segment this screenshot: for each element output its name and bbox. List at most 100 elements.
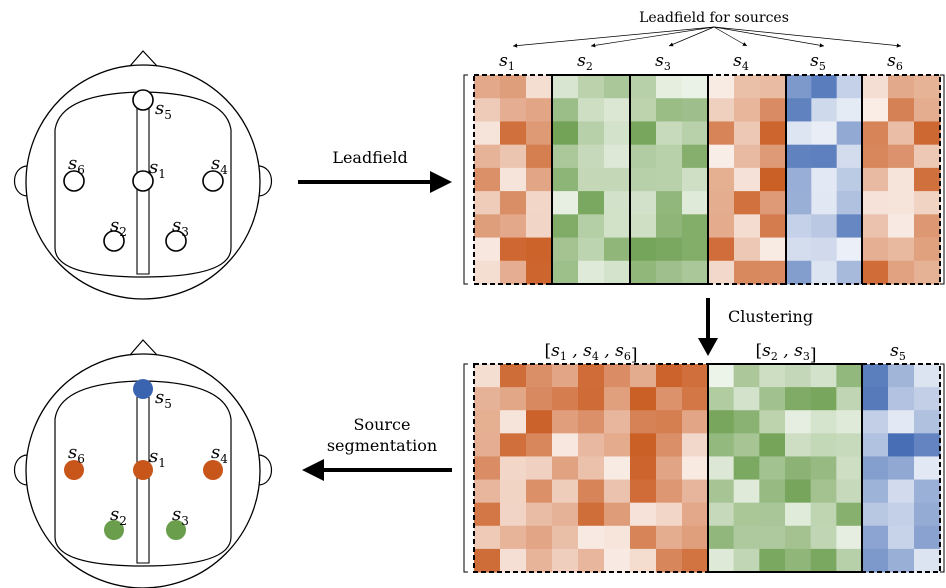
- electrode-s2: [104, 520, 124, 540]
- matrix-cell: [552, 144, 579, 169]
- matrix-cell: [500, 237, 527, 262]
- matrix-cell: [836, 260, 863, 285]
- matrix-cell: [914, 237, 941, 262]
- matrix-cell: [760, 260, 787, 285]
- matrix-cell: [578, 191, 605, 215]
- matrix-cell: [708, 387, 735, 411]
- matrix-cell: [836, 214, 863, 239]
- matrix-cell: [888, 191, 915, 215]
- matrix-cell: [500, 121, 527, 146]
- matrix-cell: [888, 167, 915, 192]
- matrix-cell: [526, 548, 553, 573]
- matrix-cell: [474, 502, 501, 527]
- matrix-cell: [811, 144, 838, 169]
- matrix-cell: [552, 364, 579, 388]
- matrix-cell: [785, 410, 812, 434]
- matrix-cell: [526, 144, 553, 169]
- matrix-cell: [500, 479, 527, 504]
- electrode-s6: [63, 170, 85, 192]
- matrix-cell: [914, 548, 941, 573]
- matrix-cell: [656, 479, 683, 504]
- matrix-cell: [526, 121, 553, 146]
- matrix-cell: [734, 144, 761, 169]
- clustered-leadfield-matrix: [s1 , s4 , s6] [s2 , s3] s5: [463, 341, 945, 573]
- matrix-cell: [578, 548, 605, 573]
- matrix-cell: [760, 98, 787, 122]
- matrix-cell: [786, 167, 812, 192]
- matrix-cell: [734, 237, 761, 262]
- matrix-cell: [914, 98, 941, 122]
- matrix-cell: [810, 456, 837, 481]
- matrix-cell: [578, 387, 605, 411]
- matrix-cell: [500, 167, 527, 192]
- matrix-cell: [914, 167, 941, 192]
- matrix-cell: [708, 548, 735, 573]
- matrix-cell: [500, 144, 527, 169]
- matrix-cell: [500, 525, 527, 550]
- electrode-label-s3: s3: [172, 215, 189, 239]
- matrix-cell: [708, 75, 735, 99]
- matrix-cell: [708, 410, 735, 434]
- matrix-cell: [656, 364, 683, 388]
- matrix-cell: [733, 364, 760, 388]
- matrix-cell: [888, 214, 915, 239]
- matrix-cell: [578, 144, 605, 169]
- leadfield-fan-arrow: [668, 26, 715, 47]
- nose-icon: [128, 50, 159, 67]
- matrix-cell: [526, 75, 553, 99]
- matrix-cell: [604, 456, 631, 481]
- matrix-cell: [786, 75, 812, 99]
- matrix-left-bracket: [463, 74, 468, 285]
- matrix-cell: [708, 121, 735, 146]
- electrode-s5: [133, 379, 153, 399]
- matrix-cell: [888, 479, 915, 504]
- leadfield-for-sources-title: Leadfield for sources: [639, 10, 789, 26]
- matrix-cell: [733, 387, 760, 411]
- matrix-cell: [604, 364, 631, 388]
- matrix-cell: [914, 433, 941, 457]
- source-block-s3: [629, 74, 709, 285]
- matrix-cell: [708, 479, 735, 504]
- matrix-cell: [708, 456, 735, 481]
- matrix-cell: [474, 75, 501, 99]
- matrix-cell: [552, 237, 579, 262]
- matrix-cell: [604, 144, 631, 169]
- matrix-cell: [682, 121, 709, 146]
- matrix-cell: [526, 387, 553, 411]
- electrode-s1: [132, 170, 154, 192]
- matrix-cell: [785, 433, 812, 457]
- matrix-cell: [708, 167, 735, 192]
- matrix-cell: [682, 548, 709, 573]
- matrix-cell: [914, 144, 941, 169]
- matrix-cell: [836, 456, 863, 481]
- matrix-cell: [474, 456, 501, 481]
- matrix-cell: [630, 548, 657, 573]
- matrix-cell: [682, 410, 709, 434]
- matrix-cell: [630, 144, 657, 169]
- matrix-cell: [474, 144, 501, 169]
- matrix-cell: [526, 191, 553, 215]
- matrix-cell: [888, 75, 915, 99]
- matrix-cell: [708, 144, 735, 169]
- matrix-cell: [785, 364, 812, 388]
- matrix-cell: [630, 121, 657, 146]
- matrix-cell: [578, 167, 605, 192]
- matrix-cell: [604, 98, 631, 122]
- leadfield-fan-arrow: [713, 26, 902, 48]
- electrode-s4: [203, 460, 223, 480]
- matrix-cell: [630, 502, 657, 527]
- matrix-cell: [630, 214, 657, 239]
- matrix-cell: [552, 502, 579, 527]
- matrix-cell: [759, 456, 786, 481]
- matrix-right-bracket: [940, 74, 945, 285]
- electrode-s3: [165, 230, 187, 252]
- matrix-cell: [656, 387, 683, 411]
- matrix-cell: [682, 167, 709, 192]
- matrix-cell: [810, 364, 837, 388]
- electrode-label-s5: s5: [155, 98, 172, 122]
- electrode-label-s2: s2: [110, 215, 127, 239]
- leadfield-fan-arrow: [590, 26, 715, 48]
- matrix-cell: [474, 433, 501, 457]
- matrix-cell: [474, 191, 501, 215]
